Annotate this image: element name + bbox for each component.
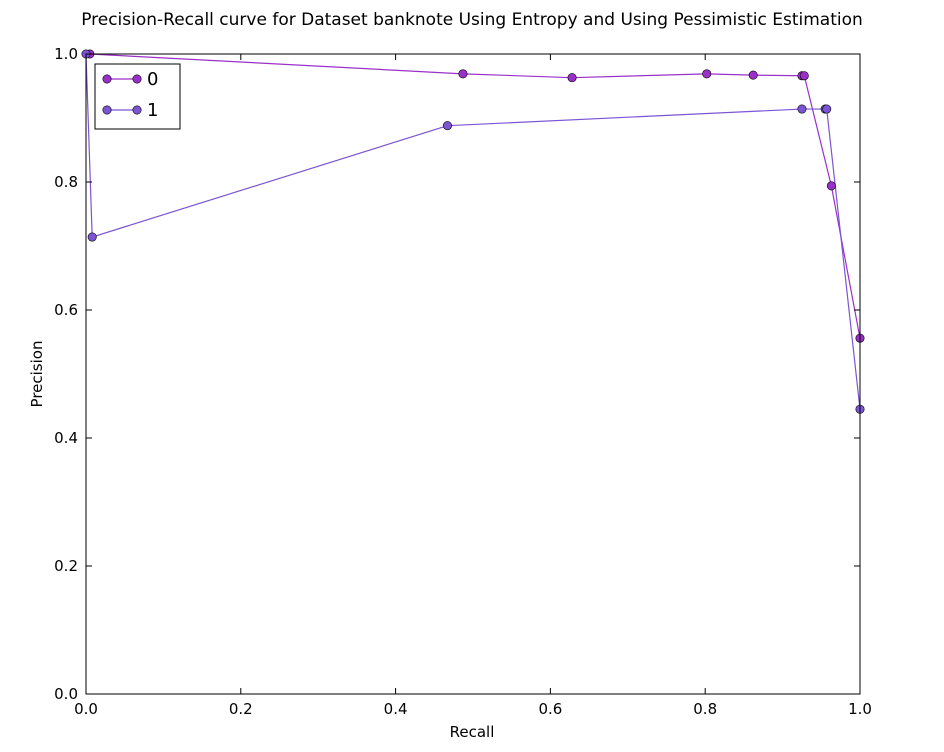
y-tick-label: 0.4 [54,429,78,447]
series-1-point-5 [822,104,832,114]
x-tick-label: 0.6 [538,700,562,718]
legend-marker-0 [132,74,142,84]
legend-label-1: 1 [147,100,158,121]
x-axis-label: Recall [450,723,495,741]
chart-title: Precision-Recall curve for Dataset bankn… [81,10,863,30]
legend-label-0: 0 [147,69,158,90]
series-0-point-2 [567,73,577,83]
x-tick-label: 0.8 [693,700,717,718]
x-tick-label: 0.4 [384,700,408,718]
legend-marker-1 [132,105,142,115]
axes-ticks: 0.0 0.2 0.4 0.6 0.8 1.0 0.0 0.2 0.4 0.6 0.8 1.0 [54,45,872,718]
y-tick-label: 0.6 [54,301,78,319]
series-1-point-1 [87,232,97,242]
series-1-point-3 [797,104,807,114]
y-tick-label: 1.0 [54,45,78,63]
series-0-point-4 [748,70,758,80]
series-1-line [85,53,861,410]
x-tick-label: 0.0 [74,700,98,718]
x-tick-label: 0.2 [229,700,253,718]
x-tick-label: 1.0 [848,700,872,718]
y-tick-label: 0.0 [54,685,78,703]
legend-marker-1 [102,105,112,115]
series-0-point-1 [458,69,468,79]
plot-frame [85,53,861,695]
series-0-point-3 [702,69,712,79]
legend-box [94,63,181,130]
plot-area [81,49,865,414]
series-0-point-6 [799,71,809,81]
series-0-line [89,53,861,339]
legend-marker-0 [102,74,112,84]
y-tick-label: 0.8 [54,173,78,191]
series-0-point-7 [826,181,836,191]
legend: 01 [94,63,181,130]
series-1-point-2 [442,121,452,131]
y-tick-label: 0.2 [54,557,78,575]
y-axis-label: Precision [28,341,46,408]
